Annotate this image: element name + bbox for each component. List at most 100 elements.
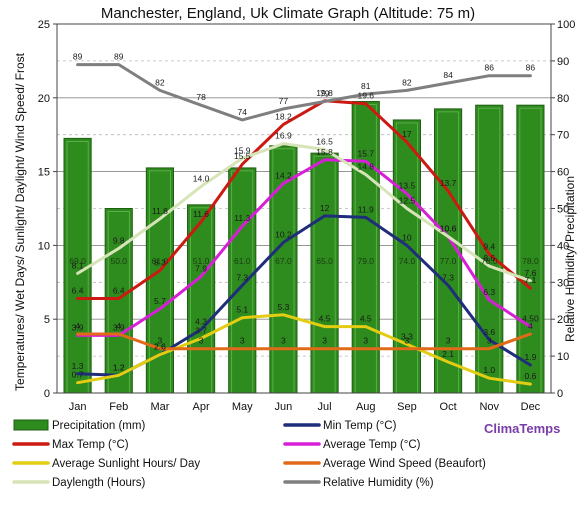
data-label: 0.6 <box>525 371 537 381</box>
data-label: 13.7 <box>440 178 457 188</box>
data-label: 7.1 <box>525 275 537 285</box>
data-label: 10.6 <box>440 224 457 234</box>
data-label: 86 <box>485 63 495 73</box>
left-axis-title: Temperatures/ Wet Days/ Sunlight/ Daylig… <box>13 52 27 391</box>
data-label: 1.3 <box>72 361 84 371</box>
data-label: 16.5 <box>316 136 333 146</box>
x-tick-label: Mar <box>150 401 169 413</box>
left-tick-label: 5 <box>44 314 50 326</box>
legend-label: Daylength (Hours) <box>52 477 145 489</box>
data-label: 15.9 <box>234 145 251 155</box>
right-tick-label: 30 <box>557 277 569 289</box>
data-label: 4 <box>75 321 80 331</box>
data-label: 8.3 <box>154 257 166 267</box>
data-label: 9.8 <box>113 235 125 245</box>
data-label: 3.6 <box>483 327 495 337</box>
data-label: 10 <box>402 232 412 242</box>
data-label: 82 <box>155 77 165 87</box>
data-label: 50.0 <box>110 256 127 266</box>
series-line <box>76 158 532 337</box>
data-label: 8.6 <box>483 253 495 263</box>
data-label: 9.4 <box>483 241 495 251</box>
legend-swatch-bar <box>13 419 49 431</box>
data-label: 89 <box>114 52 124 62</box>
x-tick-label: Dec <box>521 401 541 413</box>
data-label: 79.0 <box>357 256 374 266</box>
data-label: 10.6 <box>440 224 457 234</box>
data-label: 79 <box>320 88 330 98</box>
data-label: 84 <box>443 70 453 80</box>
left-tick-label: 25 <box>38 19 50 31</box>
data-label: 77 <box>279 96 289 106</box>
data-label: 6.4 <box>72 286 84 296</box>
data-label: 89 <box>73 52 83 62</box>
right-axis-title: Relative Humidity/ Precipitation <box>563 176 577 342</box>
right-tick-label: 100 <box>557 19 575 31</box>
precipitation-bar <box>351 100 380 394</box>
data-label: 14.2 <box>275 170 292 180</box>
precipitation-bar <box>104 208 133 394</box>
data-label: 4.5 <box>360 314 372 324</box>
data-label: 61.0 <box>234 256 251 266</box>
series-line <box>76 99 532 300</box>
line-series <box>76 63 532 386</box>
data-label: 4 <box>528 321 533 331</box>
data-label: 1.9 <box>525 352 537 362</box>
left-tick-label: 10 <box>38 240 50 252</box>
x-tick-label: Jun <box>275 401 293 413</box>
data-label: 3 <box>158 336 163 346</box>
data-label: 11.6 <box>193 209 209 219</box>
x-tick-label: Oct <box>440 401 457 413</box>
legend-label: Max Temp (°C) <box>52 439 129 451</box>
data-label: 11.3 <box>234 213 250 223</box>
x-tick-label: Jul <box>318 401 332 413</box>
watermark: ClimaTemps <box>484 421 560 436</box>
right-tick-label: 90 <box>557 56 569 68</box>
data-label: 11.9 <box>358 204 374 214</box>
legend-label: Average Temp (°C) <box>323 439 421 451</box>
data-label: 3.9 <box>72 322 84 332</box>
data-label: 7.3 <box>442 272 454 282</box>
data-label: 3 <box>240 336 245 346</box>
data-label: 3 <box>281 336 286 346</box>
data-label: 2.6 <box>154 342 166 352</box>
data-label: 5.3 <box>278 302 290 312</box>
data-label: 86 <box>526 63 536 73</box>
chart-title: Manchester, England, Uk Climate Graph (A… <box>101 5 475 22</box>
data-label: 1.0 <box>483 365 495 375</box>
series-line <box>76 313 532 386</box>
data-labels: 69.0 50.0 61.0 51.0 61.0 67.0 65.0 79.0 74.0 77.0… <box>69 52 539 382</box>
series-line <box>76 332 532 351</box>
right-tick-label: 0 <box>557 388 563 400</box>
data-label: 4.3 <box>195 317 207 327</box>
legend-label: Relative Humidity (%) <box>323 477 434 489</box>
precipitation-bar <box>228 167 257 394</box>
right-tick-label: 80 <box>557 93 569 105</box>
data-label: 7.6 <box>525 268 537 278</box>
series-line <box>76 142 532 283</box>
data-label: 82 <box>402 77 412 87</box>
data-label: 78.0 <box>481 256 498 266</box>
x-tick-label: Feb <box>109 401 128 413</box>
data-label: 19.6 <box>357 91 374 101</box>
data-label: 3 <box>199 336 204 346</box>
data-label: 11.8 <box>152 206 168 216</box>
precipitation-bar <box>310 152 339 394</box>
data-label: 1.2 <box>113 362 125 372</box>
data-label: 4 <box>116 321 121 331</box>
data-label: 8.1 <box>72 260 84 270</box>
precipitation-bar <box>63 137 92 394</box>
x-tick-label: Aug <box>356 401 376 413</box>
right-tick-label: 50 <box>557 204 569 216</box>
data-label: 19.8 <box>316 88 333 98</box>
data-label: 74 <box>238 107 248 117</box>
right-tick-label: 20 <box>557 314 569 326</box>
precipitation-bar <box>269 145 298 394</box>
data-label: 78.0 <box>522 256 539 266</box>
data-label: 4.5 <box>319 314 331 324</box>
legend-label: Average Wind Speed (Beaufort) <box>323 458 486 470</box>
data-label: 3 <box>363 336 368 346</box>
data-label: 3 <box>405 336 410 346</box>
data-label: 12 <box>320 203 330 213</box>
